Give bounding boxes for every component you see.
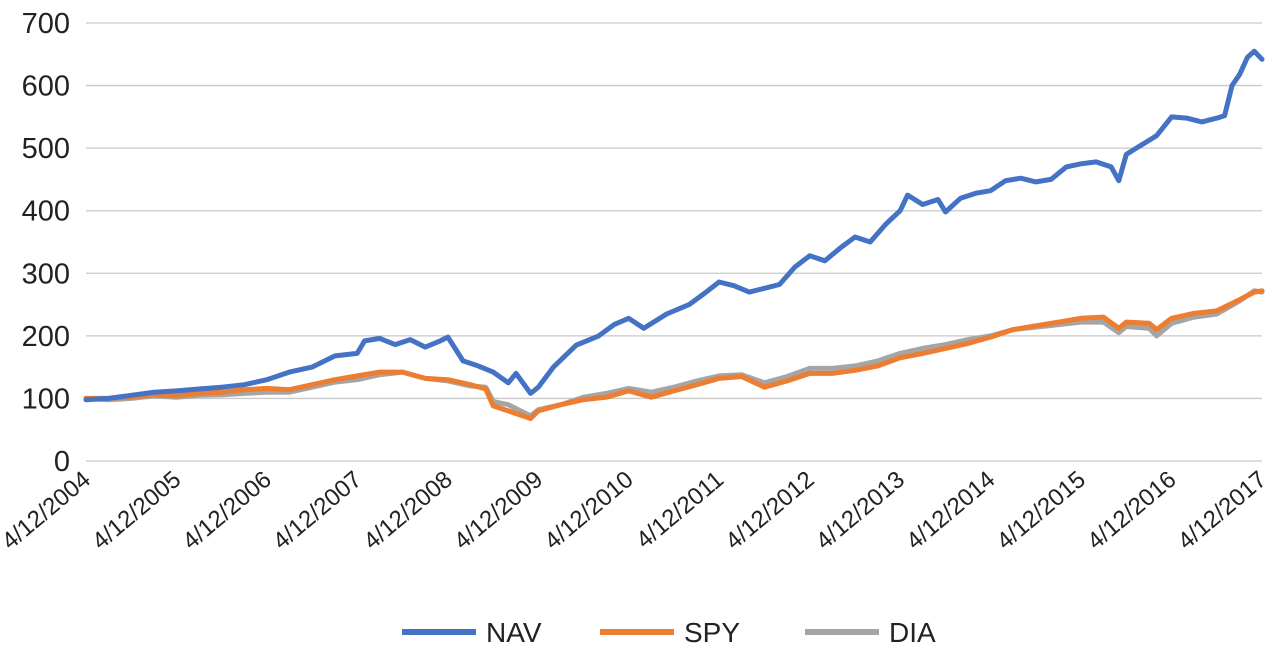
x-tick-label: 4/12/2015 xyxy=(992,466,1091,555)
y-axis-tick-labels: 0 100 200 300 400 500 600 700 xyxy=(22,8,70,478)
series-lines xyxy=(83,48,1265,421)
x-tick-label: 4/12/2006 xyxy=(178,466,277,555)
y-tick-label: 600 xyxy=(22,71,70,103)
x-tick-label: 4/12/2013 xyxy=(811,466,910,555)
series-line-nav xyxy=(83,48,1265,403)
x-tick-label: 4/12/2007 xyxy=(268,466,367,555)
x-tick-label: 4/12/2014 xyxy=(901,466,1000,555)
x-tick-label: 4/12/2012 xyxy=(720,466,819,555)
y-tick-label: 700 xyxy=(22,8,70,40)
x-tick-label: 4/12/2009 xyxy=(449,466,548,555)
y-tick-label: 100 xyxy=(22,383,70,415)
legend-label-dia: DIA xyxy=(889,617,936,648)
x-axis-tick-labels: 4/12/20044/12/20054/12/20064/12/20074/12… xyxy=(0,466,1271,555)
legend: NAV SPY DIA xyxy=(402,617,936,648)
gridlines xyxy=(86,22,1262,462)
x-tick-label: 4/12/2011 xyxy=(631,466,729,554)
y-tick-label: 300 xyxy=(22,258,70,290)
legend-label-nav: NAV xyxy=(486,617,542,648)
y-tick-label: 500 xyxy=(22,133,70,165)
y-tick-label: 400 xyxy=(22,196,70,228)
x-tick-label: 4/12/2017 xyxy=(1173,466,1271,555)
x-tick-label: 4/12/2010 xyxy=(539,466,638,555)
x-tick-label: 4/12/2005 xyxy=(87,466,186,555)
x-tick-label: 4/12/2004 xyxy=(0,466,96,555)
y-tick-label: 0 xyxy=(54,446,70,478)
x-tick-label: 4/12/2008 xyxy=(359,466,458,555)
series-line-spy xyxy=(83,288,1265,421)
legend-label-spy: SPY xyxy=(684,617,740,648)
y-tick-label: 200 xyxy=(22,321,70,353)
x-tick-label: 4/12/2016 xyxy=(1082,466,1181,555)
